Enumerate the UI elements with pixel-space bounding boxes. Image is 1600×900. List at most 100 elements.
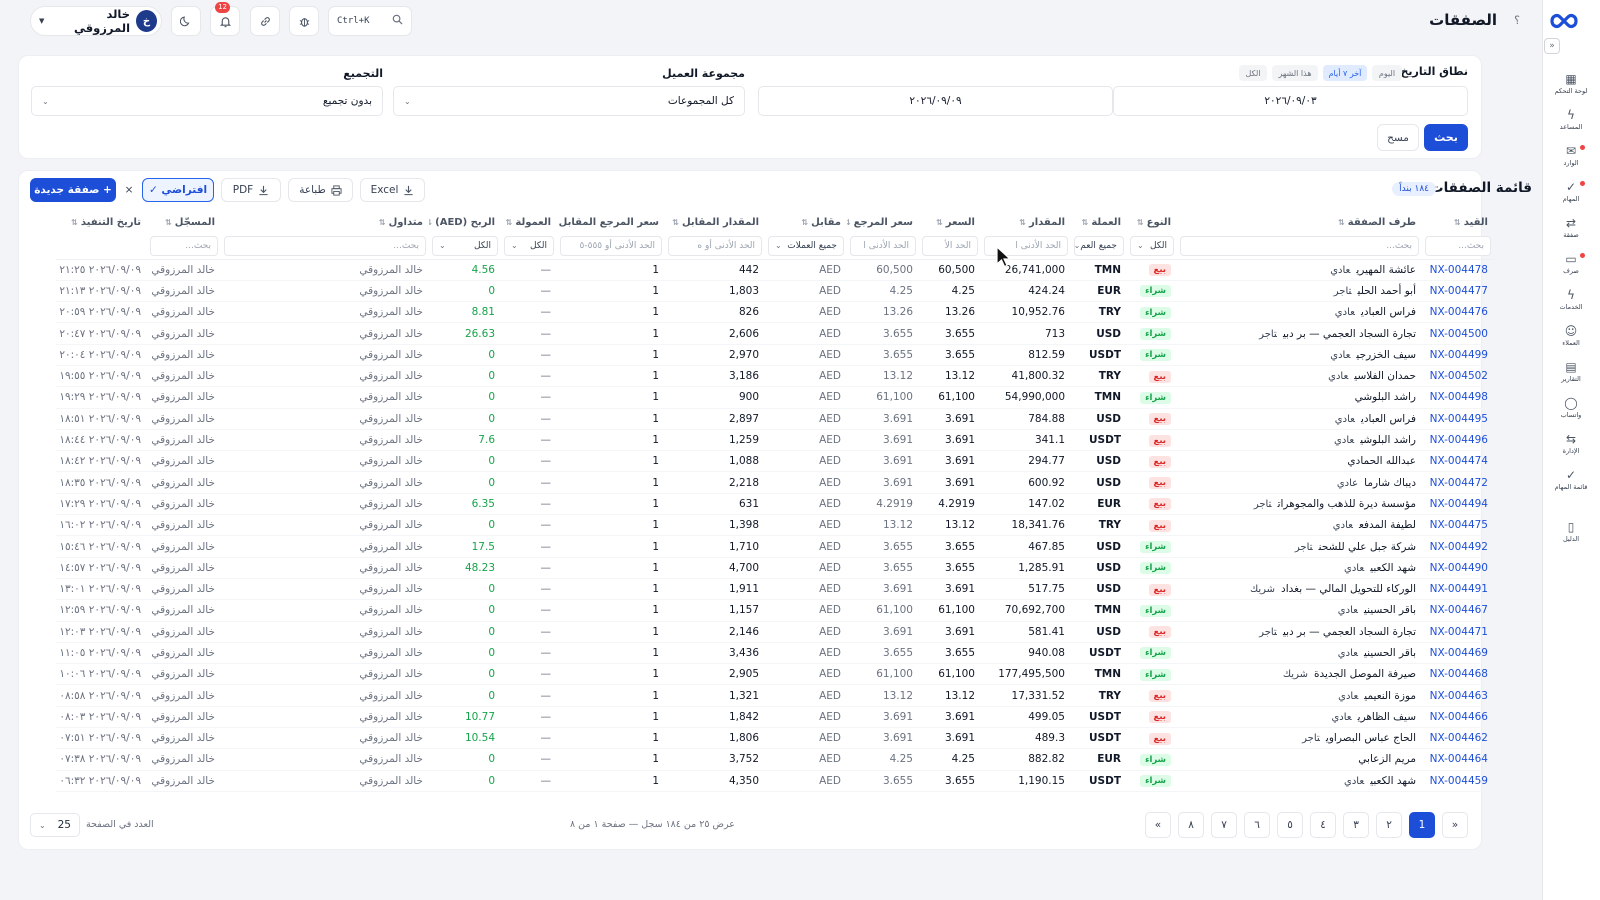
table-row[interactable]: NX-004478 عائشة المهيري عادي بيع TMN 26,741,0… [56,259,1494,281]
table-row[interactable]: NX-004477 أبو أحمد الحلي تاجر شراء EUR 424.24… [56,280,1494,303]
page-size-select[interactable]: 25 ⌄ [30,813,80,837]
column-filter-select[interactable]: جميع العملات ⌄ [768,235,844,256]
debug-button[interactable] [289,6,319,36]
table-row[interactable]: NX-004463 موزة النعيمي عادي بيع TRY 17,331.52… [56,684,1494,707]
table-row[interactable]: NX-004502 حمدان الفلاسي عادي بيع TRY 41,800.3… [56,365,1494,388]
column-filter-input[interactable]: بحث... [1425,235,1491,256]
new-deal-button[interactable]: + صفقة جديدة [30,178,116,202]
table-row[interactable]: NX-004500 تجارة السجاد العجمي — بر دبي تاج… [56,322,1494,345]
sidebar-item-deal[interactable]: ⇄ صفقة [1542,210,1600,246]
column-filter-input[interactable]: الحد الأدنى أو ه [668,235,762,256]
column-header[interactable]: سعر المرجع المقابل⇅ [557,211,665,233]
column-filter-input[interactable]: الحد الأدنى ا [850,235,916,256]
deal-ref-link[interactable]: NX-004472 [1422,471,1494,494]
column-header[interactable]: الربح (AED)⇅ [429,211,501,233]
column-header[interactable]: المقدار⇅ [981,211,1071,233]
sidebar-item-exchange[interactable]: ▭ صرف [1542,246,1600,282]
notifications-button[interactable]: 12 [210,2,240,36]
clear-button[interactable]: مسح [1377,124,1419,151]
column-filter-input[interactable]: الحد الأدنى ا [984,235,1068,256]
column-filter-select[interactable]: جميع العم ⌄ [1074,235,1124,256]
column-header[interactable]: السعر⇅ [919,211,981,233]
column-header[interactable]: القيد⇅ [1422,211,1494,233]
table-row[interactable]: NX-004474 عبدالله الحمادي بيع USD 294.77 3.69… [56,450,1494,473]
column-header[interactable]: العمولة⇅ [501,211,557,233]
deal-ref-link[interactable]: NX-004463 [1422,684,1494,707]
link-button[interactable] [250,6,280,36]
date-to-field[interactable]: ٢٠٢٦/٠٩/٠٩ [758,86,1113,116]
deal-ref-link[interactable]: NX-004500 [1422,322,1494,345]
print-button[interactable]: طباعة [288,178,353,202]
column-header[interactable]: طرف الصفقة⇅ [1177,211,1422,233]
user-menu[interactable]: خ خالد المرزوقي ▼ [30,6,162,36]
sidebar-item-tasks[interactable]: ✓ المهام [1542,174,1600,210]
table-row[interactable]: NX-004464 مريم الزعابي شراء EUR 882.82 4.25 4.… [56,748,1494,771]
deal-ref-link[interactable]: NX-004475 [1422,514,1494,537]
column-filter-input[interactable]: الحد الأدنى أو ٥٥٥-٥ [560,235,662,256]
deal-ref-link[interactable]: NX-004466 [1422,706,1494,729]
table-row[interactable]: NX-004498 راشد البلوشي شراء TMN 54,990,000 61… [56,386,1494,409]
date-from-field[interactable]: ٢٠٢٦/٠٩/٠٣ [1113,86,1468,116]
export-excel-button[interactable]: Excel [360,178,425,202]
column-header[interactable]: سعر المرجع⇅ [847,211,919,233]
deal-ref-link[interactable]: NX-004467 [1422,599,1494,622]
deal-ref-link[interactable]: NX-004490 [1422,557,1494,579]
deal-ref-link[interactable]: NX-004468 [1422,663,1494,686]
page-button[interactable]: ٤ [1310,812,1336,838]
deal-ref-link[interactable]: NX-004464 [1422,748,1494,771]
table-row[interactable]: NX-004476 فراس العبادي عادي شراء TRY 10,952.7… [56,301,1494,324]
column-header[interactable]: تاريخ التنفيذ⇅ [56,211,147,233]
column-header[interactable]: مقابل⇅ [765,211,847,233]
page-button[interactable]: ٥ [1277,812,1303,838]
table-row[interactable]: NX-004495 فراس العباديعادي بيع USD 784.88 3.6… [56,408,1494,430]
client-group-select[interactable]: كل المجموعات ⌄ [393,86,745,116]
deal-ref-link[interactable]: NX-004476 [1422,301,1494,324]
sidebar-item-assistant[interactable]: ϟ المساعد [1542,102,1600,138]
deal-ref-link[interactable]: NX-004459 [1422,770,1494,792]
date-chip-last-7-days[interactable]: آخر ٧ أيام [1323,65,1367,81]
sidebar-item-clients[interactable]: ☺ العملاء [1542,318,1600,354]
date-chip-all[interactable]: الكل [1239,65,1267,81]
table-row[interactable]: NX-004471 تجارة السجاد العجمي — بر دبي تاج… [56,621,1494,643]
table-row[interactable]: NX-004469 باقر الحسينيعادي شراء USDT 940.08 3… [56,642,1494,665]
table-row[interactable]: NX-004496 راشد البلوشيعادي بيع USDT 341.1 3.6… [56,429,1494,452]
page-button[interactable]: ٧ [1211,812,1237,838]
date-chip-today[interactable]: اليوم [1372,65,1402,81]
table-row[interactable]: NX-004468 صيرفة الموصل الجديدة شريك شراء TMN… [56,663,1494,686]
table-row[interactable]: NX-004459 شهد الكعبيعادي شراء USDT 1,190.15 3… [56,770,1494,792]
column-header[interactable]: العملة⇅ [1071,211,1127,233]
column-filter-select[interactable]: الكل ⌄ [504,235,554,256]
help-icon[interactable]: ؟ [1514,14,1520,27]
deal-ref-link[interactable]: NX-004499 [1422,344,1494,366]
table-row[interactable]: NX-004499 سيف الخزرجيعادي شراء USDT 812.59 3.… [56,344,1494,366]
deal-ref-link[interactable]: NX-004498 [1422,386,1494,409]
table-row[interactable]: NX-004466 سيف الظاهريعادي بيع USDT 499.05 3.6… [56,706,1494,729]
first-page-button[interactable]: « [1442,812,1468,838]
deal-ref-link[interactable]: NX-004495 [1422,408,1494,430]
deal-ref-link[interactable]: NX-004502 [1422,365,1494,388]
global-search-button[interactable]: Ctrl+K [328,6,412,36]
deal-ref-link[interactable]: NX-004469 [1422,642,1494,665]
column-filter-input[interactable]: بحث... [150,235,218,256]
deal-ref-link[interactable]: NX-004477 [1422,280,1494,303]
sidebar-item-reports[interactable]: ▤ التقارير [1542,354,1600,390]
column-filter-input[interactable]: بحث... [1180,235,1419,256]
theme-toggle-button[interactable] [171,6,201,36]
table-row[interactable]: NX-004491 الوركاء للتحويل المالي — بغداد ش… [56,578,1494,601]
preset-button[interactable]: افتراضي ✓ [142,178,214,202]
column-filter-input[interactable]: بحث... [224,235,426,256]
page-button[interactable]: ٦ [1244,812,1270,838]
deal-ref-link[interactable]: NX-004494 [1422,493,1494,516]
deal-ref-link[interactable]: NX-004496 [1422,429,1494,452]
last-page-button[interactable]: » [1145,812,1171,838]
deal-ref-link[interactable]: NX-004492 [1422,535,1494,558]
table-row[interactable]: NX-004462 الحاج عباس البصراوي تاجر بيع USDT 4… [56,727,1494,750]
deal-ref-link[interactable]: NX-004491 [1422,578,1494,601]
clear-preset-button[interactable]: × [124,184,134,196]
sidebar-item-checklist[interactable]: ✓ قائمة المهام [1542,462,1600,498]
column-header[interactable]: المقدار المقابل⇅ [665,211,765,233]
page-button[interactable]: ٣ [1343,812,1369,838]
sidebar-collapse-button[interactable]: « [1544,38,1560,54]
deal-ref-link[interactable]: NX-004474 [1422,450,1494,473]
table-row[interactable]: NX-004472 ديباك شارماعادي بيع USD 600.92 3.69… [56,471,1494,494]
